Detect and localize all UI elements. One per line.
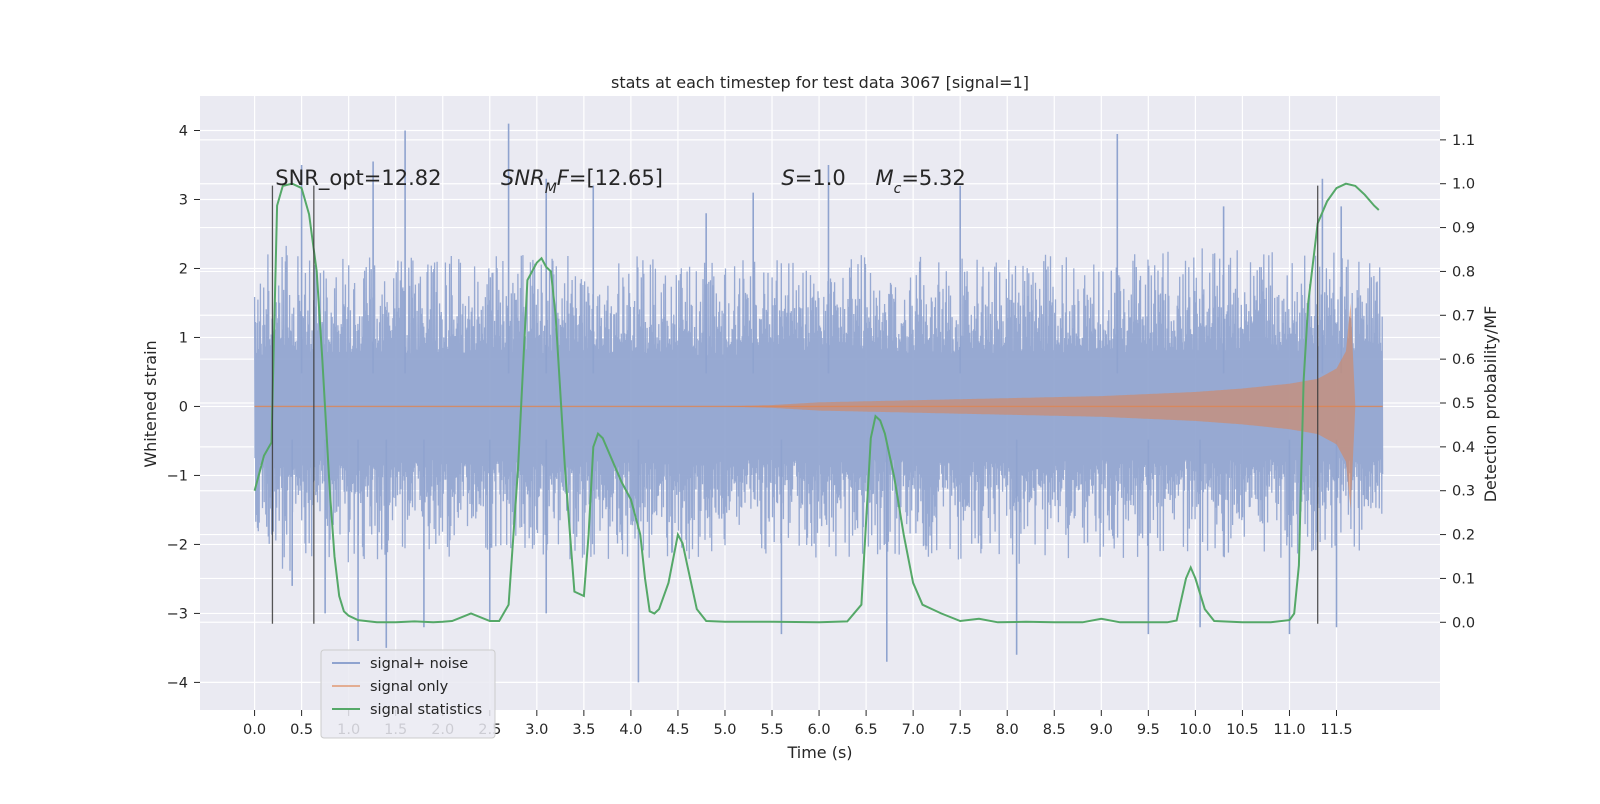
y-right-tick-label: 0.0 bbox=[1452, 615, 1475, 631]
annotation-part: M bbox=[545, 181, 557, 197]
legend-box bbox=[320, 649, 496, 739]
x-tick-label: 5.0 bbox=[713, 722, 736, 738]
annotation-part: M bbox=[876, 166, 894, 190]
annotation-text: Mc=5.32 bbox=[876, 166, 966, 197]
y-left-tick-label: −3 bbox=[167, 606, 188, 622]
x-tick-label: 7.0 bbox=[902, 722, 925, 738]
annotations: SNR_opt=12.82 SNRMF=[12.65] S=1.0 Mc=5.32 bbox=[275, 166, 965, 197]
annotation-part: =5.32 bbox=[901, 166, 965, 190]
x-tick-label: 0.0 bbox=[243, 722, 266, 738]
y-right-tick-label: 0.5 bbox=[1452, 396, 1475, 412]
y-right-tick-label: 0.9 bbox=[1452, 221, 1475, 237]
x-tick-label: 8.5 bbox=[1043, 722, 1066, 738]
x-tick-label: 10.0 bbox=[1179, 722, 1211, 738]
y-left-tick-label: 3 bbox=[179, 192, 188, 208]
chart-title: stats at each timestep for test data 306… bbox=[611, 73, 1029, 92]
annotation-part: S bbox=[781, 166, 794, 190]
vertical-markers bbox=[271, 185, 1319, 624]
x-tick-label: 6.0 bbox=[808, 722, 831, 738]
annotation-text: SNRMF=[12.65] bbox=[501, 166, 663, 197]
y-right-tick-label: 0.2 bbox=[1452, 528, 1475, 544]
y-left-tick-label: 4 bbox=[179, 123, 188, 139]
y-right-tick-label: 0.7 bbox=[1452, 308, 1475, 324]
y-axis-label-right: Detection probability/MF bbox=[1481, 306, 1500, 503]
x-tick-label: 9.0 bbox=[1090, 722, 1113, 738]
x-tick-label: 11.0 bbox=[1273, 722, 1305, 738]
y-right-tick-label: 1.0 bbox=[1452, 177, 1475, 193]
series-signal-noise bbox=[253, 123, 1384, 683]
x-tick-label: 11.5 bbox=[1320, 722, 1352, 738]
annotation-text: S=1.0 bbox=[781, 166, 845, 190]
y-left-tick-label: 0 bbox=[179, 399, 188, 415]
y-right-tick-label: 1.1 bbox=[1452, 133, 1475, 149]
annotation-part: F bbox=[557, 166, 570, 190]
y-left-tick-label: 2 bbox=[179, 261, 188, 277]
legend: signal+ noise signal only signal statist… bbox=[320, 649, 496, 739]
x-tick-label: 9.5 bbox=[1137, 722, 1160, 738]
x-tick-label: 6.5 bbox=[855, 722, 878, 738]
series-signal-statistics bbox=[253, 182, 1380, 624]
x-tick-label: 4.5 bbox=[666, 722, 689, 738]
x-axis-label: Time (s) bbox=[786, 743, 852, 762]
annotation-text: SNR_opt=12.82 bbox=[275, 166, 441, 191]
x-tick-label: 0.5 bbox=[290, 722, 313, 738]
x-tick-label: 10.5 bbox=[1226, 722, 1258, 738]
legend-label-signal-statistics: signal statistics bbox=[370, 702, 482, 718]
y-left-tick-label: 1 bbox=[179, 330, 188, 346]
y-right-tick-label: 0.1 bbox=[1452, 571, 1475, 587]
annotation-part: SNR bbox=[501, 166, 545, 190]
x-tick-label: 7.5 bbox=[949, 722, 972, 738]
legend-label-signal-noise: signal+ noise bbox=[370, 656, 468, 672]
y-left-tick-label: −2 bbox=[167, 537, 188, 553]
x-tick-label: 3.5 bbox=[572, 722, 595, 738]
x-tick-label: 8.0 bbox=[996, 722, 1019, 738]
y-right-tick-label: 0.4 bbox=[1452, 440, 1475, 456]
y-left-tick-label: −4 bbox=[167, 675, 188, 691]
annotation-part: =1.0 bbox=[795, 166, 846, 190]
statistics-line bbox=[253, 182, 1380, 624]
annotation-part: SNR_opt=12.82 bbox=[275, 166, 441, 191]
annotation-part: =[12.65] bbox=[569, 166, 663, 190]
series-signal-only bbox=[254, 303, 1383, 510]
annotation-part: c bbox=[894, 181, 902, 197]
legend-label-signal-only: signal only bbox=[370, 679, 449, 695]
y-right-tick-label: 0.8 bbox=[1452, 264, 1475, 280]
y-left-tick-label: −1 bbox=[167, 468, 188, 484]
x-tick-label: 4.0 bbox=[619, 722, 642, 738]
x-tick-label: 3.0 bbox=[525, 722, 548, 738]
x-tick-label: 5.5 bbox=[760, 722, 783, 738]
y-right-tick-label: 0.6 bbox=[1452, 352, 1475, 368]
y-right-tick-label: 0.3 bbox=[1452, 484, 1475, 500]
y-axis-label-left: Whitened strain bbox=[141, 340, 160, 467]
noise-trace bbox=[253, 245, 1384, 571]
